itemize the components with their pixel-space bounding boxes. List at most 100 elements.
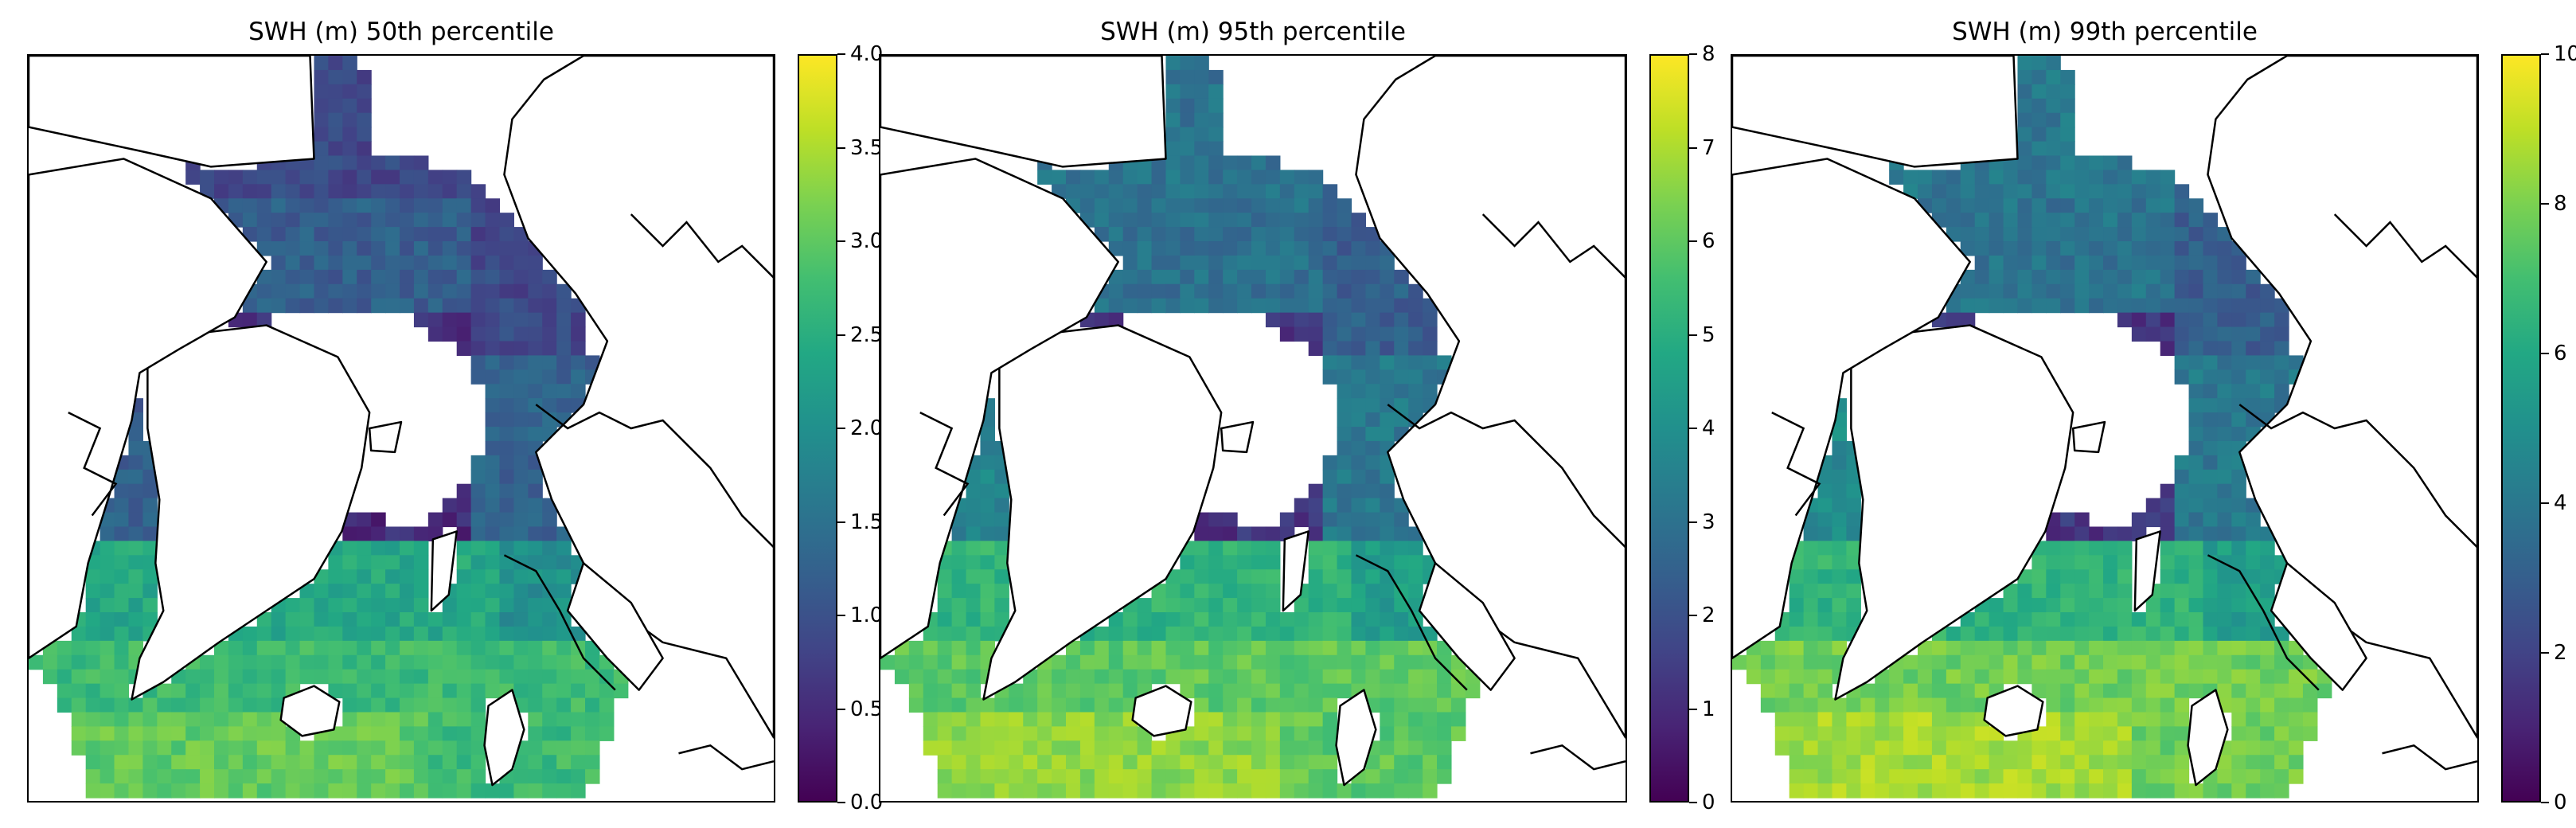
swh-cell [1308, 783, 1324, 799]
swh-cell [85, 755, 101, 770]
swh-cell [485, 526, 501, 541]
swh-cell [1223, 298, 1238, 314]
swh-cell [114, 584, 130, 599]
swh-cell [528, 783, 543, 799]
swh-cell [2089, 726, 2104, 741]
swh-cell [2003, 184, 2019, 199]
swh-cell [499, 584, 514, 599]
swh-cell [599, 669, 615, 685]
swh-cell [1380, 612, 1395, 627]
swh-cell [2217, 455, 2232, 471]
swh-cell [1351, 269, 1366, 285]
swh-cell [1223, 541, 1238, 556]
swh-cell [2289, 755, 2304, 770]
swh-cell [1903, 697, 1918, 713]
swh-cell [2231, 398, 2246, 413]
swh-cell [400, 155, 415, 170]
swh-cell [1308, 697, 1324, 713]
swh-cell [2131, 755, 2147, 770]
swh-cell [1265, 712, 1281, 727]
swh-cell [314, 69, 329, 85]
swh-cell [1165, 241, 1181, 256]
swh-cell [114, 654, 130, 670]
swh-cell [470, 512, 486, 528]
swh-cell [413, 298, 429, 314]
swh-cell [1308, 526, 1324, 541]
swh-cell [2231, 555, 2246, 570]
swh-cell [2145, 726, 2161, 741]
swh-cell [556, 569, 572, 584]
swh-cell [1308, 341, 1324, 356]
swh-cell [2003, 269, 2019, 285]
swh-cell [256, 198, 272, 213]
swh-cell [1875, 697, 1890, 713]
swh-cell [1308, 569, 1324, 584]
swh-cell [413, 783, 429, 799]
swh-cell [1918, 755, 1933, 770]
swh-cell [485, 298, 501, 314]
swh-cell [1974, 241, 1990, 256]
swh-cell [1151, 227, 1167, 242]
swh-cell [285, 769, 301, 784]
swh-cell [2174, 726, 2190, 741]
swh-cell [400, 640, 415, 656]
swh-cell [542, 526, 557, 541]
swh-cell [2188, 598, 2204, 613]
swh-cell [2103, 283, 2118, 299]
swh-cell [1946, 626, 1961, 642]
swh-cell [2117, 283, 2133, 299]
swh-cell [2074, 184, 2090, 199]
swh-cell [980, 584, 995, 599]
swh-cell [528, 312, 543, 328]
swh-cell [499, 369, 514, 385]
swh-cell [1846, 498, 1861, 514]
swh-cell [413, 640, 429, 656]
swh-cell [1180, 612, 1195, 627]
swh-cell [1251, 555, 1267, 570]
swh-cell [1437, 712, 1452, 727]
swh-cell [1380, 626, 1395, 642]
swh-cell [556, 683, 572, 699]
swh-cell [142, 541, 158, 556]
swh-cell [1208, 584, 1224, 599]
swh-cell [185, 726, 201, 741]
swh-cell [1308, 512, 1324, 528]
swh-cell [2274, 654, 2289, 670]
swh-cell [542, 654, 557, 670]
swh-cell [100, 541, 115, 556]
swh-cell [256, 683, 272, 699]
swh-cell [2260, 541, 2275, 556]
swh-cell [1803, 640, 1819, 656]
swh-cell [1365, 384, 1380, 399]
swh-cell [528, 654, 543, 670]
swh-cell [214, 184, 229, 199]
swh-cell [456, 726, 472, 741]
swh-cell [1279, 227, 1295, 242]
swh-cell [1052, 170, 1067, 185]
swh-cell [1165, 227, 1181, 242]
swh-cell [1294, 712, 1309, 727]
swh-cell [2145, 697, 2161, 713]
swh-cell [2131, 740, 2147, 756]
swh-cell [2032, 84, 2047, 100]
swh-cell [542, 269, 557, 285]
swh-cell [1903, 726, 1918, 741]
swh-cell [1108, 683, 1124, 699]
swh-cell [470, 555, 486, 570]
swh-cell [571, 626, 586, 642]
swh-cell [1437, 697, 1452, 713]
swh-cell [2217, 598, 2232, 613]
swh-cell [1365, 369, 1380, 385]
swh-cell [285, 198, 301, 213]
swh-cell [2060, 127, 2075, 143]
swh-cell [2046, 69, 2061, 85]
swh-cell [2260, 697, 2275, 713]
swh-cell [2145, 283, 2161, 299]
swh-cell [470, 755, 486, 770]
swh-cell [385, 241, 400, 256]
swh-cell [456, 312, 472, 328]
swh-cell [1208, 512, 1224, 528]
swh-cell [400, 198, 415, 213]
swh-cell [2217, 669, 2232, 685]
swh-cell [328, 84, 343, 100]
